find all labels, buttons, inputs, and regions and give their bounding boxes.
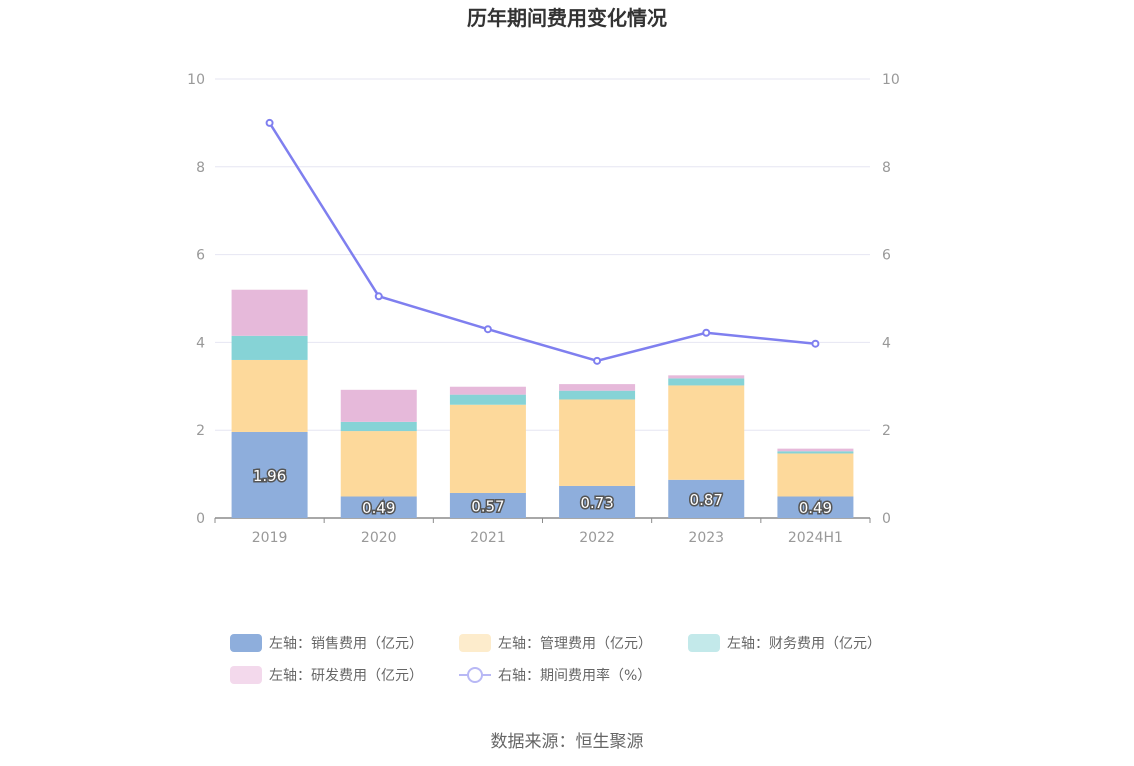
line-rate <box>268 122 816 363</box>
bar-segment <box>559 384 636 391</box>
legend-label: 左轴：财务费用（亿元） <box>727 636 881 652</box>
x-tick-label: 2023 <box>688 530 724 546</box>
axes: 0 2 4 6 8 10 0 2 4 6 8 10 2019 2020 2021 2022 2023 2024H1 <box>187 72 900 546</box>
legend-swatch <box>230 634 262 652</box>
y-right-tick-label: 4 <box>882 335 891 351</box>
legend-label: 左轴：研发费用（亿元） <box>269 668 423 684</box>
bar-segment <box>777 453 854 497</box>
line-point <box>265 118 274 127</box>
bar-segment <box>777 451 854 454</box>
y-right-tick-label: 8 <box>882 160 891 176</box>
y-left-tick-label: 10 <box>187 72 205 88</box>
bar-segment <box>340 421 417 432</box>
bar-segment <box>231 335 308 360</box>
y-left-tick-label: 4 <box>196 335 205 351</box>
bar-data-label: 0.49 <box>799 499 832 517</box>
x-tick-label: 2021 <box>470 530 506 546</box>
line-point <box>374 292 383 301</box>
y-left-tick-label: 0 <box>196 511 205 527</box>
x-tick-label: 2024H1 <box>788 530 843 546</box>
line-point <box>483 325 492 334</box>
legend-swatch-marker <box>467 667 483 683</box>
chart-title: 历年期间费用变化情况 <box>467 6 667 30</box>
bar-data-label: 0.87 <box>690 491 723 509</box>
y-left-tick-label: 2 <box>196 423 205 439</box>
grid-lines <box>215 78 870 431</box>
y-right-tick-label: 0 <box>882 511 891 527</box>
data-labels: 1.96 0.49 0.57 0.73 0.87 0.49 <box>251 465 833 518</box>
legend-label: 左轴：管理费用（亿元） <box>498 636 652 652</box>
bar-data-label: 0.49 <box>362 499 395 517</box>
bar-segment <box>231 289 308 336</box>
x-tick-label: 2019 <box>252 530 288 546</box>
bar-segment <box>449 386 526 395</box>
legend-label: 左轴：销售费用（亿元） <box>269 636 423 652</box>
legend: 左轴：销售费用（亿元） 左轴：管理费用（亿元） 左轴：财务费用（亿元） 左轴：研发费用… <box>230 634 881 684</box>
x-tick-label: 2020 <box>361 530 397 546</box>
bar-data-label: 0.57 <box>471 497 504 515</box>
legend-swatch <box>459 634 491 652</box>
bar-segment <box>231 431 308 518</box>
bar-segment <box>340 431 417 497</box>
bar-segment <box>777 496 854 518</box>
bar-segment <box>231 359 308 432</box>
y-right-tick-label: 2 <box>882 423 891 439</box>
legend-label: 右轴：期间费用率（%） <box>498 667 651 684</box>
source-note: 数据来源：恒生聚源 <box>491 732 644 752</box>
x-tick-label: 2022 <box>579 530 615 546</box>
bar-segment <box>668 378 745 386</box>
bar-segment <box>449 394 526 405</box>
y-right-tick-label: 10 <box>882 72 900 88</box>
bar-segment <box>559 485 636 518</box>
line-point <box>811 339 820 348</box>
bar-segment <box>668 385 745 480</box>
bar-segment <box>777 448 854 452</box>
bar-segment <box>449 492 526 518</box>
line-point <box>702 328 711 337</box>
legend-swatch <box>688 634 720 652</box>
line-series <box>265 118 820 365</box>
bar-segment <box>340 496 417 518</box>
bars <box>231 289 854 518</box>
bar-segment <box>668 375 745 379</box>
bar-segment <box>668 479 745 518</box>
bar-segment <box>559 390 636 400</box>
bar-data-label: 0.73 <box>580 494 613 512</box>
bar-data-label: 1.96 <box>253 467 286 485</box>
y-right-tick-label: 6 <box>882 248 891 264</box>
line-point <box>593 356 602 365</box>
y-left-tick-label: 8 <box>196 160 205 176</box>
bar-segment <box>559 399 636 486</box>
legend-swatch <box>230 666 262 684</box>
y-left-tick-label: 6 <box>196 248 205 264</box>
bar-segment <box>340 389 417 422</box>
bar-segment <box>449 404 526 493</box>
